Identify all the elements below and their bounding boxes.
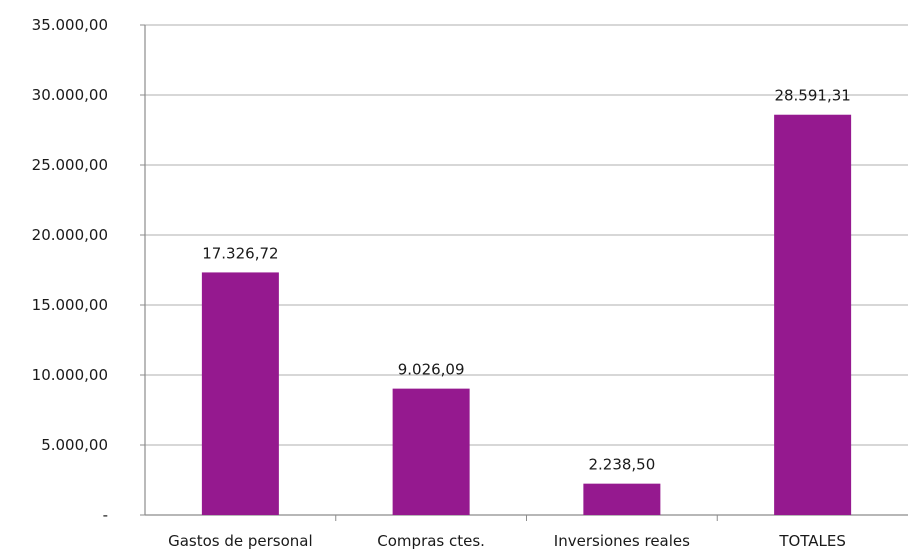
- x-category-label: TOTALES: [778, 532, 846, 550]
- x-category-label: Compras ctes.: [377, 532, 485, 550]
- bar: [392, 388, 470, 515]
- y-tick-label: 20.000,00: [32, 226, 108, 244]
- y-tick-label: 5.000,00: [41, 436, 108, 454]
- y-tick-label: 10.000,00: [32, 366, 108, 384]
- y-tick-label: -: [103, 506, 108, 524]
- bar: [583, 483, 661, 515]
- data-labels: 17.326,72 9.026,09 2.238,50 28.591,31: [202, 87, 851, 474]
- bar: [774, 114, 852, 516]
- bar-value-label: 28.591,31: [774, 87, 850, 105]
- bars: [201, 114, 852, 516]
- x-category-label: Gastos de personal: [168, 532, 313, 550]
- y-tick-label: 30.000,00: [32, 86, 108, 104]
- bar: [201, 272, 279, 515]
- bar-value-label: 17.326,72: [202, 244, 278, 262]
- y-tick-label: 35.000,00: [32, 16, 108, 34]
- bar-value-label: 2.238,50: [588, 456, 655, 474]
- x-category-labels: Gastos de personal Compras ctes. Inversion…: [168, 532, 846, 550]
- bar-value-label: 9.026,09: [398, 361, 465, 379]
- y-tick-label: 25.000,00: [32, 156, 108, 174]
- y-tick-labels: - 5.000,00 10.000,00 15.000,00 20.000,00 25.0…: [32, 16, 108, 524]
- y-tick-label: 15.000,00: [32, 296, 108, 314]
- x-category-label: Inversiones reales: [554, 532, 690, 550]
